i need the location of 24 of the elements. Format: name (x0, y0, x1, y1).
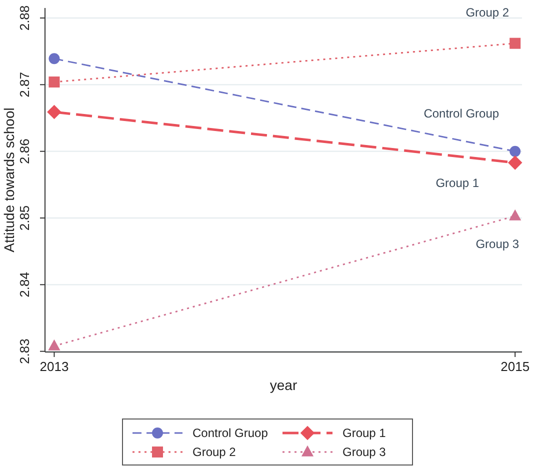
legend-label: Group 3 (342, 445, 386, 460)
legend-label: Group 2 (192, 445, 236, 460)
y-axis-title: Attitude towards school (1, 108, 17, 252)
legend-label: Group 1 (342, 426, 386, 440)
x-axis-title: year (270, 377, 298, 393)
point (48, 53, 60, 64)
y-tick-label: 2.85 (17, 205, 32, 231)
point (508, 156, 522, 170)
y-tick-label: 2.87 (17, 72, 32, 98)
annotation: Group 2 (466, 6, 510, 20)
x-tick-label: 2013 (40, 359, 69, 374)
annotation: Group 1 (436, 176, 480, 190)
point (47, 104, 62, 120)
legend-label: Control Gruop (192, 426, 268, 440)
y-tick-label: 2.86 (17, 138, 32, 164)
annotation: Control Group (424, 106, 500, 121)
y-tick-label: 2.83 (17, 338, 32, 364)
x-tick-label: 2015 (500, 359, 530, 374)
point (48, 76, 60, 88)
y-tick-label: 2.84 (17, 272, 32, 298)
annotation: Group 3 (476, 237, 520, 252)
y-tick-label: 2.88 (17, 5, 32, 31)
point (510, 146, 521, 157)
point (510, 38, 521, 49)
